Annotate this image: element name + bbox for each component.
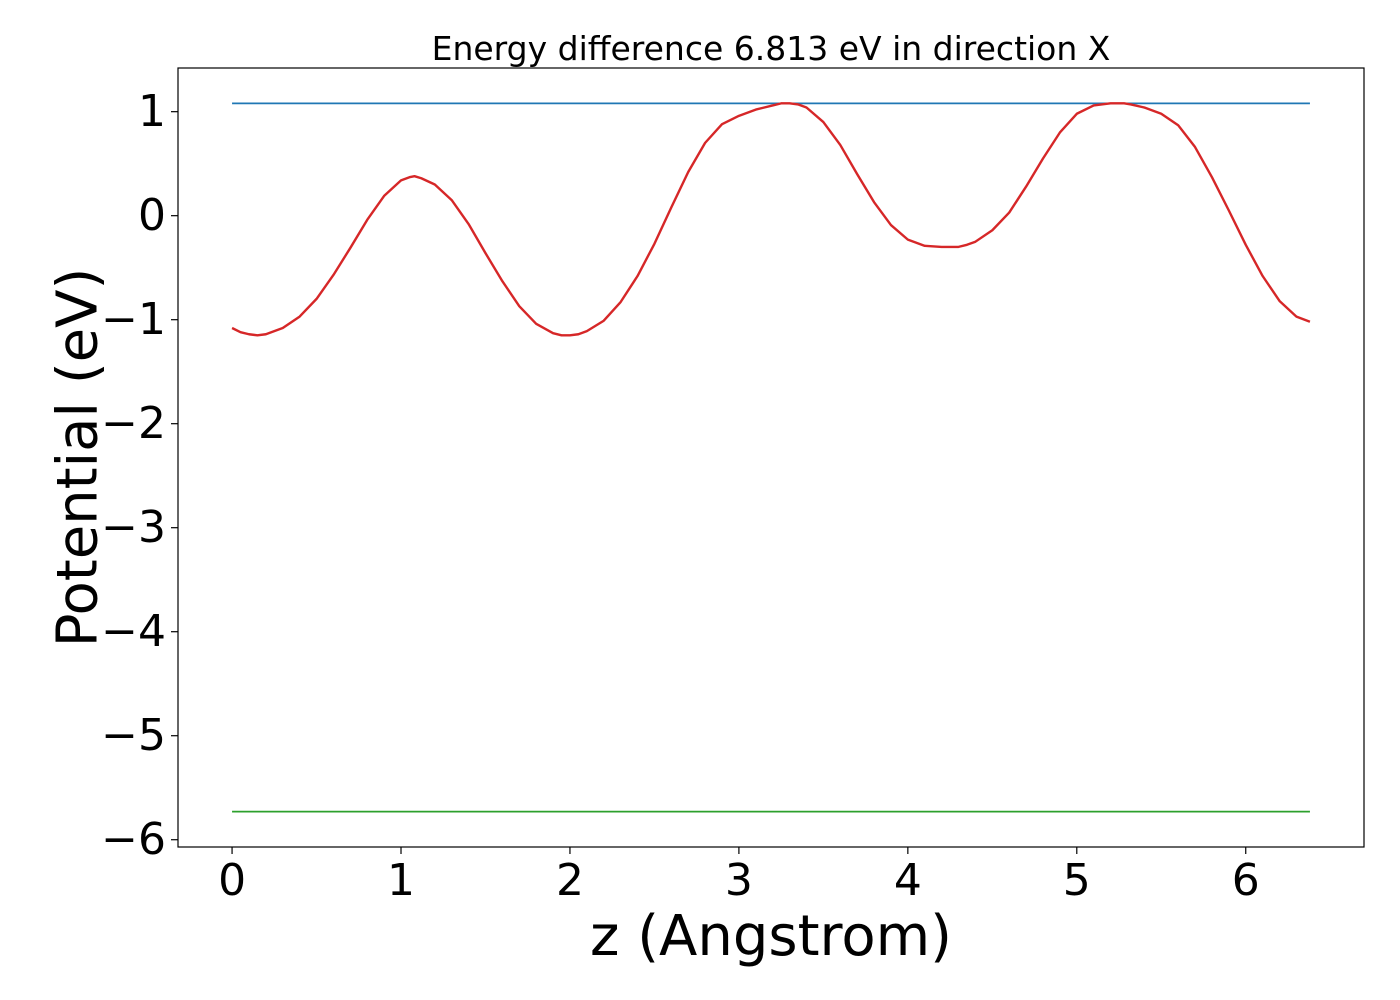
x-axis-label: z (Angstrom) — [590, 904, 952, 969]
y-tick-label: 0 — [138, 190, 166, 241]
y-tick-label: 1 — [138, 86, 166, 137]
y-tick-label: −4 — [101, 606, 166, 657]
y-tick-label: −5 — [101, 710, 166, 761]
y-tick-label: −6 — [101, 814, 166, 865]
ticks-layer: 0 1 2 3 4 5 6 1 0 −1 −2 −3 −4 −5 −6 — [101, 86, 1260, 906]
series-line-3 — [231, 102, 1311, 337]
chart-title: Energy difference 6.813 eV in direction … — [432, 29, 1111, 68]
y-tick-label: −1 — [101, 294, 166, 345]
series-layer — [231, 102, 1311, 813]
x-tick-label: 0 — [218, 855, 246, 906]
x-tick-label: 5 — [1063, 855, 1091, 906]
y-axis-label: Potential (eV) — [46, 268, 111, 648]
y-tick-label: −3 — [101, 502, 166, 553]
x-tick-label: 3 — [725, 855, 753, 906]
plot-frame — [177, 67, 1365, 848]
y-tick-label: −2 — [101, 398, 166, 449]
x-tick-label: 1 — [387, 855, 415, 906]
x-tick-label: 6 — [1232, 855, 1260, 906]
x-tick-label: 2 — [556, 855, 584, 906]
x-tick-label: 4 — [894, 855, 922, 906]
